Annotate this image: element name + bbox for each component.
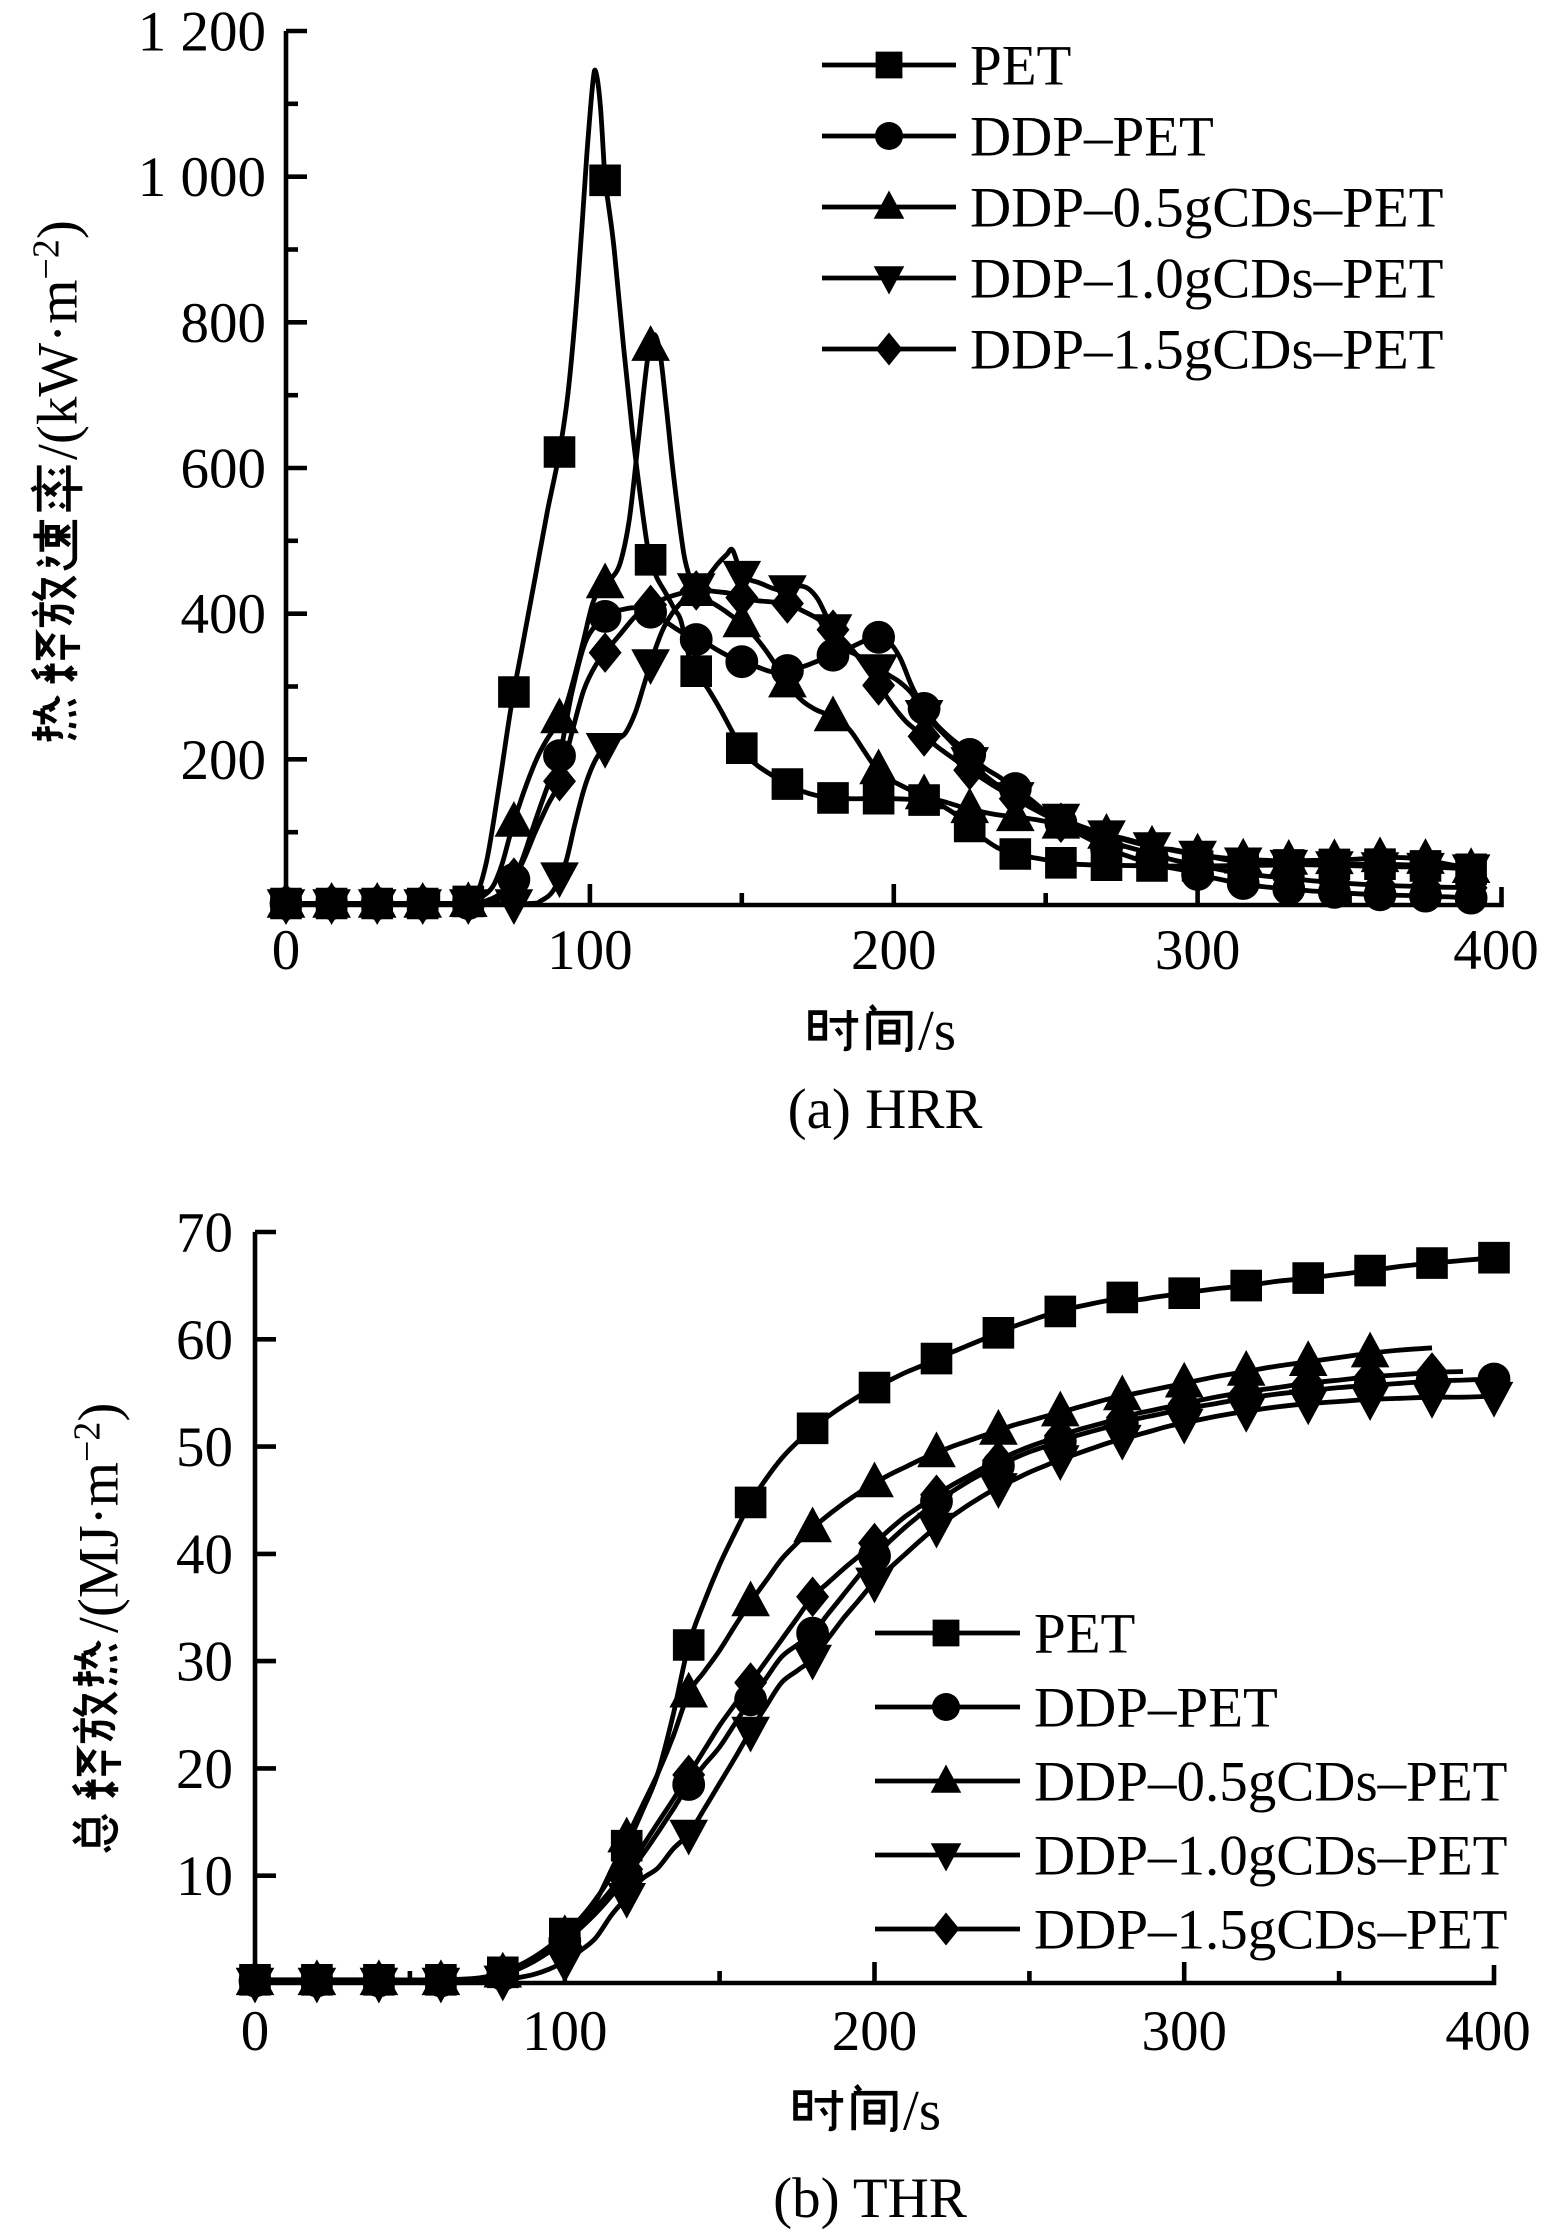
svg-text:300: 300 (1155, 919, 1241, 982)
svg-text:100: 100 (522, 2000, 608, 2063)
svg-text:200: 200 (832, 2000, 918, 2063)
svg-text:/s: /s (903, 2080, 941, 2143)
svg-text:(b) THR: (b) THR (773, 2167, 967, 2230)
svg-text:DDP–1.0gCDs–PET: DDP–1.0gCDs–PET (970, 248, 1443, 311)
svg-text:300: 300 (1141, 2000, 1227, 2063)
svg-text:DDP–PET: DDP–PET (1034, 1677, 1278, 1740)
svg-text:30: 30 (176, 1631, 233, 1694)
svg-text:800: 800 (181, 292, 267, 355)
svg-text:100: 100 (547, 919, 633, 982)
svg-text:400: 400 (181, 583, 267, 646)
svg-text:70: 70 (176, 1202, 233, 1265)
svg-text:60: 60 (176, 1309, 233, 1372)
svg-text:400: 400 (1445, 2000, 1531, 2063)
svg-text:/s: /s (918, 1000, 956, 1063)
svg-text:40: 40 (176, 1523, 233, 1586)
svg-text:200: 200 (851, 919, 937, 982)
svg-text:10: 10 (176, 1845, 233, 1908)
svg-text:1 000: 1 000 (138, 146, 266, 209)
svg-text:600: 600 (181, 438, 267, 501)
svg-text:DDP–1.5gCDs–PET: DDP–1.5gCDs–PET (970, 319, 1443, 382)
svg-text:DDP–0.5gCDs–PET: DDP–0.5gCDs–PET (970, 177, 1443, 240)
svg-text:50: 50 (176, 1416, 233, 1479)
svg-text:200: 200 (181, 729, 267, 792)
svg-text:PET: PET (970, 35, 1071, 98)
svg-text:0: 0 (241, 2000, 270, 2063)
svg-text:400: 400 (1453, 919, 1539, 982)
svg-text:PET: PET (1034, 1603, 1135, 1666)
svg-text:DDP–0.5gCDs–PET: DDP–0.5gCDs–PET (1034, 1751, 1507, 1814)
svg-text:DDP–1.5gCDs–PET: DDP–1.5gCDs–PET (1034, 1899, 1507, 1962)
svg-text:20: 20 (176, 1738, 233, 1801)
svg-text:(a) HRR: (a) HRR (788, 1078, 983, 1141)
svg-text:DDP–PET: DDP–PET (970, 106, 1214, 169)
svg-text:1 200: 1 200 (138, 1, 266, 64)
svg-text:0: 0 (272, 919, 301, 982)
svg-text:DDP–1.0gCDs–PET: DDP–1.0gCDs–PET (1034, 1825, 1507, 1888)
